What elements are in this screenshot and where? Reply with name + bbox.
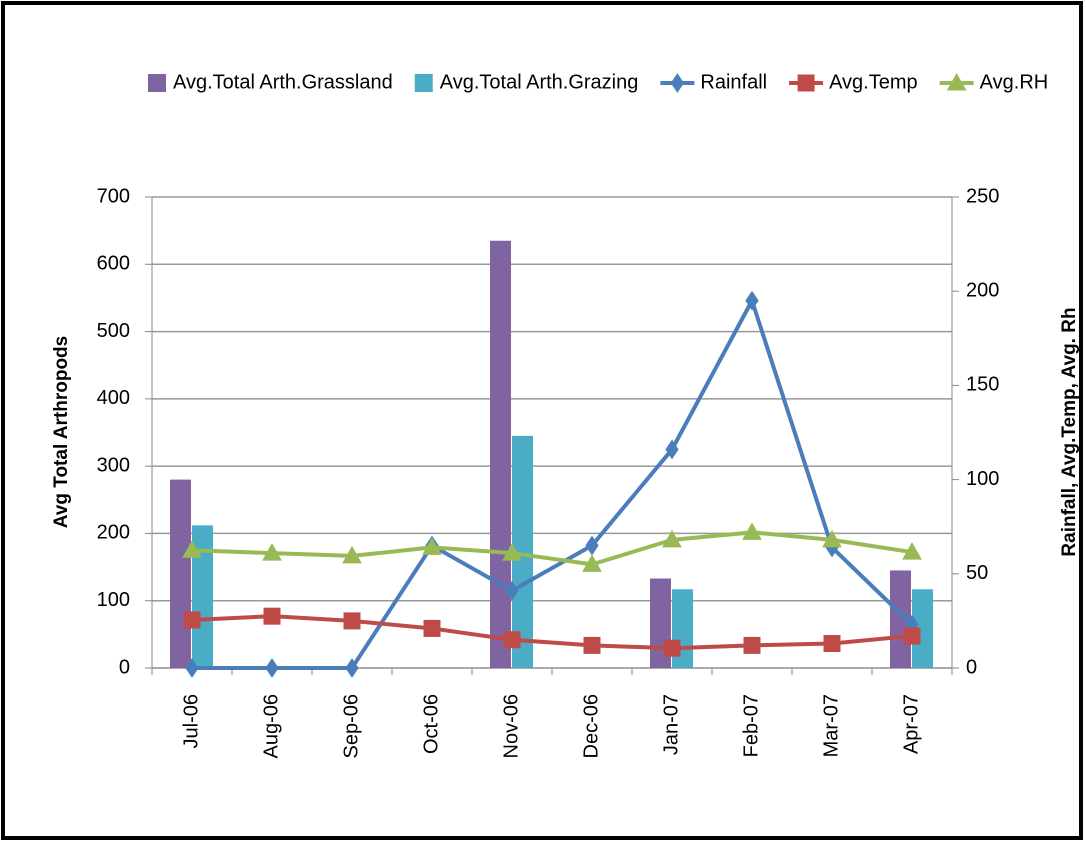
- y-tick-label: 700: [97, 185, 130, 207]
- point: [902, 542, 922, 560]
- x-tick-label: Sep-06: [340, 694, 362, 759]
- y2-axis-title: Rainfall, Avg.Temp, Avg. Rh: [1059, 307, 1080, 556]
- point: [742, 522, 762, 540]
- y2-tick-label: 100: [966, 468, 999, 490]
- point: [182, 540, 202, 558]
- y-tick-label: 500: [97, 320, 130, 342]
- bar: [170, 479, 191, 668]
- x-tick-label: Jan-07: [660, 694, 682, 755]
- y-tick-label: 100: [97, 589, 130, 611]
- point: [665, 439, 679, 460]
- point: [663, 639, 681, 657]
- point: [343, 612, 361, 630]
- y-tick-label: 600: [97, 253, 130, 275]
- y2-tick-label: 250: [966, 185, 999, 207]
- y-tick-label: 400: [97, 387, 130, 409]
- series-line: [192, 295, 914, 670]
- y2-tick-label: 50: [966, 562, 988, 584]
- point: [502, 543, 522, 561]
- y2-tick-label: 0: [966, 656, 977, 678]
- point: [265, 658, 279, 678]
- x-tick-label: Oct-06: [420, 694, 442, 754]
- series-line: [191, 530, 913, 567]
- bar: [192, 525, 213, 668]
- bar: [490, 240, 511, 668]
- bar: [912, 589, 933, 668]
- y-axis-title: Avg Total Arthropods: [51, 336, 72, 528]
- point: [583, 636, 601, 654]
- point: [422, 537, 442, 555]
- point: [342, 545, 362, 564]
- point: [262, 543, 282, 561]
- point: [903, 627, 921, 645]
- y2-tick-label: 200: [966, 279, 999, 301]
- legend-label: Avg.RH: [980, 71, 1049, 93]
- bar: [512, 435, 533, 668]
- x-tick-label: Nov-06: [500, 694, 522, 758]
- series-line: [191, 614, 913, 651]
- legend-marker: [797, 74, 815, 92]
- y-tick-label: 0: [119, 656, 130, 678]
- point: [185, 658, 199, 678]
- legend-marker: [670, 73, 684, 93]
- legend-swatch: [148, 74, 166, 92]
- point: [183, 611, 201, 629]
- legend-label: Avg.Total Arth.Grazing: [440, 71, 639, 93]
- point: [345, 658, 359, 678]
- x-tick-label: Mar-07: [820, 694, 842, 757]
- legend-marker: [946, 72, 967, 91]
- point: [823, 635, 841, 653]
- y2-tick-label: 150: [966, 374, 999, 396]
- point: [582, 554, 602, 572]
- point: [505, 580, 519, 601]
- point: [423, 619, 441, 637]
- point: [745, 290, 759, 311]
- y-tick-label: 300: [97, 454, 130, 476]
- x-tick-label: Dec-06: [580, 694, 602, 758]
- point: [662, 529, 682, 548]
- point: [822, 529, 842, 548]
- legend-label: Avg.Total Arth.Grassland: [173, 71, 393, 93]
- legend-swatch: [414, 74, 433, 92]
- x-tick-label: Aug-06: [260, 694, 282, 759]
- x-tick-label: Apr-07: [900, 694, 922, 754]
- legend-label: Rainfall: [700, 71, 767, 93]
- point: [743, 636, 761, 654]
- y-tick-label: 200: [97, 522, 130, 544]
- point: [263, 607, 281, 625]
- x-tick-label: Feb-07: [740, 694, 762, 757]
- legend-label: Avg.Temp: [829, 71, 918, 93]
- point: [503, 631, 521, 649]
- x-tick-label: Jul-06: [180, 694, 202, 748]
